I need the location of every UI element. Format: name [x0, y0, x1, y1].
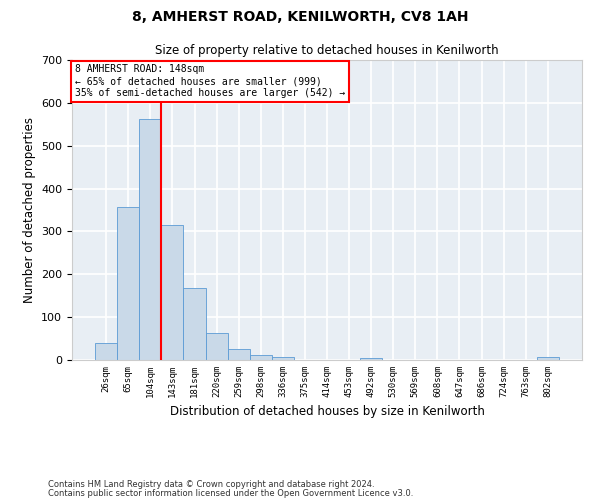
Bar	[95, 343, 117, 360]
Bar	[161, 225, 184, 360]
Text: Contains public sector information licensed under the Open Government Licence v3: Contains public sector information licen…	[48, 489, 413, 498]
Y-axis label: Number of detached properties: Number of detached properties	[23, 117, 35, 303]
Bar	[139, 119, 161, 360]
Bar	[537, 358, 559, 360]
Bar	[227, 350, 250, 360]
Text: Contains HM Land Registry data © Crown copyright and database right 2024.: Contains HM Land Registry data © Crown c…	[48, 480, 374, 489]
Bar	[184, 288, 206, 360]
Text: 8, AMHERST ROAD, KENILWORTH, CV8 1AH: 8, AMHERST ROAD, KENILWORTH, CV8 1AH	[132, 10, 468, 24]
Bar	[360, 358, 382, 360]
X-axis label: Distribution of detached houses by size in Kenilworth: Distribution of detached houses by size …	[170, 406, 484, 418]
Bar	[206, 334, 227, 360]
Bar	[117, 207, 139, 360]
Text: 8 AMHERST ROAD: 148sqm
← 65% of detached houses are smaller (999)
35% of semi-de: 8 AMHERST ROAD: 148sqm ← 65% of detached…	[74, 64, 345, 98]
Title: Size of property relative to detached houses in Kenilworth: Size of property relative to detached ho…	[155, 44, 499, 58]
Bar	[250, 355, 272, 360]
Bar	[272, 356, 294, 360]
